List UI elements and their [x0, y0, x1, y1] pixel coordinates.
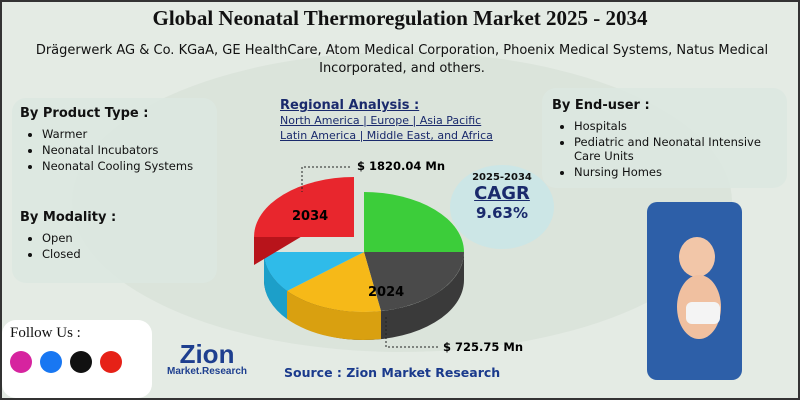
pie-slice: [364, 252, 464, 311]
regional-line: North America | Europe | Asia Pacific: [280, 114, 482, 127]
year-2024: 2024: [368, 285, 405, 300]
cagr-label: CAGR: [474, 183, 530, 204]
list-item: Nursing Homes: [574, 165, 787, 179]
pie-slice: [287, 252, 381, 312]
item-list: Hospitals Pediatric and Neonatal Intensiv…: [552, 119, 787, 179]
item-list: Warmer Neonatal Incubators Neonatal Coolin…: [20, 127, 220, 173]
section-heading: By End-user :: [552, 98, 650, 113]
instagram-icon[interactable]: [10, 351, 32, 373]
end-user: By End-user : Hospitals Pediatric and Neon…: [552, 98, 787, 181]
right-panel: [542, 88, 787, 188]
value-2024: $ 725.75 Mn: [443, 340, 524, 354]
pie-slice: [364, 192, 464, 252]
year-2034: 2034: [292, 209, 329, 224]
list-item: Closed: [42, 247, 220, 261]
leader: [301, 166, 350, 192]
logo-name: Zion: [179, 339, 235, 369]
list-item: Neonatal Cooling Systems: [42, 159, 220, 173]
diaper: [686, 302, 720, 324]
youtube-icon[interactable]: [100, 351, 122, 373]
list-item: Warmer: [42, 127, 220, 141]
modality: By Modality : Open Closed: [20, 210, 220, 263]
pie-slice: [263, 252, 364, 291]
logo-sub: Market.Research: [167, 366, 248, 377]
item-list: Open Closed: [20, 231, 220, 261]
baby: [679, 237, 715, 277]
value-2034: $ 1820.04 Mn: [357, 159, 446, 173]
cagr: 2025-2034 CAGR 9.63%: [450, 172, 554, 222]
product-type: By Product Type : Warmer Neonatal Incubato…: [20, 106, 220, 175]
cagr-bubble: [450, 165, 554, 249]
pie-slice: [254, 177, 354, 237]
regional: Regional Analysis : North America | Euro…: [280, 98, 493, 143]
left-panel: [12, 98, 217, 283]
section-heading: By Modality :: [20, 210, 117, 225]
regional-line: Latin America | Middle East, and Africa: [280, 129, 493, 142]
list-item: Neonatal Incubators: [42, 143, 220, 157]
title: Global Neonatal Thermoregulation Market …: [152, 6, 648, 30]
section-heading: By Product Type :: [20, 106, 149, 121]
companies: Drägerwerk AG & Co. KGaA, GE HealthCare,…: [35, 43, 769, 76]
leader: [385, 317, 440, 348]
source: Source : Zion Market Research: [284, 365, 501, 380]
list-item: Pediatric and Neonatal Intensive Care Un…: [574, 135, 787, 163]
logo: Zion Market.Research: [167, 339, 248, 377]
pie-side: [263, 252, 287, 319]
pie-side: [287, 291, 381, 340]
list-item: Hospitals: [574, 119, 787, 133]
cagr-period: 2025-2034: [472, 172, 532, 183]
facebook-icon[interactable]: [40, 351, 62, 373]
regional-heading: Regional Analysis :: [280, 98, 420, 113]
list-item: Open: [42, 231, 220, 245]
x-icon[interactable]: [70, 351, 92, 373]
cagr-value: 9.63%: [475, 204, 529, 222]
follow-heading: Follow Us :: [10, 325, 81, 341]
